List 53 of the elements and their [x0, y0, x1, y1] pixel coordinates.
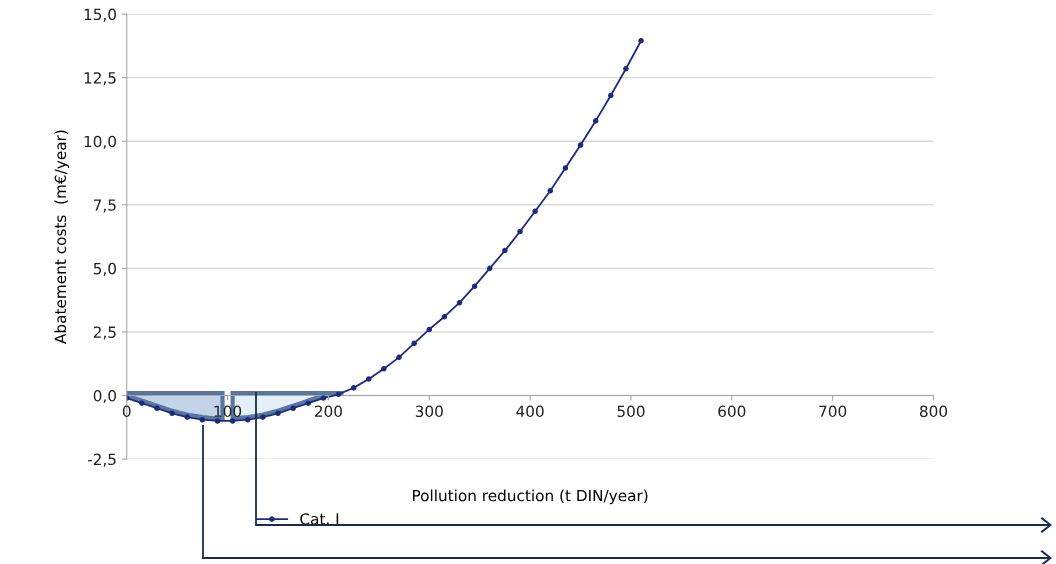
- point: [471, 283, 478, 289]
- point: [139, 400, 145, 406]
- y-tick-label: 7,5: [93, 199, 116, 213]
- x-tick-label: 0: [122, 405, 131, 418]
- point: [638, 38, 644, 44]
- y-tick-label: 5,0: [93, 262, 116, 276]
- point: [214, 418, 221, 424]
- point: [577, 142, 584, 148]
- point: [305, 400, 312, 406]
- x-tick-label: 400: [516, 405, 544, 418]
- point: [290, 405, 296, 412]
- point: [260, 414, 266, 420]
- point: [486, 265, 493, 272]
- point: [456, 299, 463, 306]
- point: [502, 247, 508, 254]
- point: [244, 416, 251, 423]
- point: [608, 92, 614, 99]
- y-tick-label: 15,0: [84, 8, 116, 22]
- point: [320, 395, 327, 401]
- point: [184, 414, 191, 420]
- point: [441, 313, 448, 320]
- point: [350, 385, 357, 391]
- x-tick-label: 100: [214, 405, 242, 418]
- point: [547, 188, 554, 194]
- point: [335, 391, 342, 398]
- point: [562, 165, 569, 171]
- point: [426, 326, 433, 333]
- x-axis-title: Pollution reduction (t DIN/year): [412, 489, 648, 505]
- point: [381, 366, 387, 372]
- point: [229, 418, 236, 424]
- y-tick-label: 2,5: [93, 326, 116, 340]
- point: [365, 376, 372, 382]
- point: [275, 410, 281, 417]
- point: [154, 405, 160, 412]
- x-tick-label: 700: [819, 405, 847, 418]
- x-tick-label: 200: [314, 405, 342, 418]
- y-tick-label: 0,0: [93, 389, 116, 404]
- x-tick-label: 300: [415, 405, 443, 418]
- point: [411, 340, 417, 347]
- point: [623, 65, 629, 72]
- y-axis-title: Abatement costs (m€/year): [54, 130, 70, 344]
- x-tick-label: 500: [617, 405, 645, 418]
- x-tick-label: 800: [919, 405, 948, 418]
- point: [199, 416, 206, 423]
- point: [169, 410, 175, 417]
- y-tick-label: 12,5: [84, 72, 116, 86]
- y-tick-label: 10,0: [84, 135, 116, 149]
- point: [396, 354, 402, 361]
- point: [517, 228, 523, 235]
- point: [532, 208, 538, 214]
- point: [592, 118, 599, 124]
- y-tick-label: -2,5: [87, 453, 116, 467]
- x-tick-label: 600: [718, 405, 746, 418]
